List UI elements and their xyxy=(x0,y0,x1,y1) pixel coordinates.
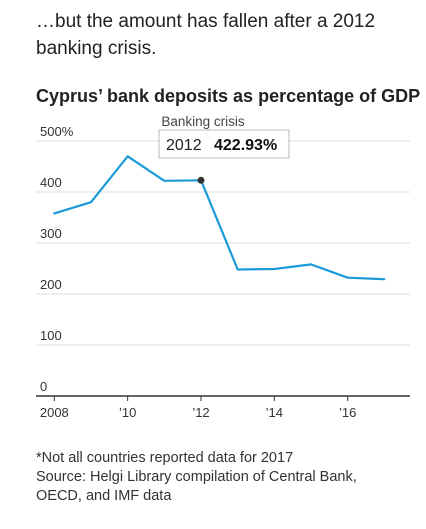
x-tick-label: ’10 xyxy=(119,405,136,420)
tooltip-box xyxy=(158,129,290,159)
footnote: *Not all countries reported data for 201… xyxy=(36,449,421,506)
x-tick-label: 2008 xyxy=(40,405,69,420)
footnote-source-cont: OECD, and IMF data xyxy=(36,488,172,504)
x-tick-label: ’14 xyxy=(266,405,283,420)
tooltip-value: 422.93% xyxy=(214,137,277,154)
x-tick-label: ’12 xyxy=(192,405,209,420)
y-tick-label: 200 xyxy=(40,277,62,292)
tooltip-year: 2012 xyxy=(166,137,202,154)
chart-title: Cyprus’ bank deposits as percentage of G… xyxy=(36,86,421,106)
y-tick-label: 100 xyxy=(40,328,62,343)
y-tick-label: 300 xyxy=(40,226,62,241)
footnote-note: *Not all countries reported data for 201… xyxy=(36,450,294,466)
intro-text: …but the amount has fallen after a 2012 … xyxy=(36,11,376,59)
y-tick-label: 0 xyxy=(40,379,47,394)
footnote-source: Source: Helgi Library compilation of Cen… xyxy=(36,469,357,485)
y-tick-label: 400 xyxy=(40,175,62,190)
x-tick-label: ’16 xyxy=(339,405,356,420)
annotation-label: Banking crisis xyxy=(161,114,245,129)
line-chart: 0 100 200 300 400 500% 2008 ’10 ’12 ’14 ’16 Banking… xyxy=(36,114,410,420)
y-tick-label: 500% xyxy=(40,124,74,139)
series-line-0 xyxy=(53,155,386,281)
highlight-point xyxy=(197,176,205,184)
